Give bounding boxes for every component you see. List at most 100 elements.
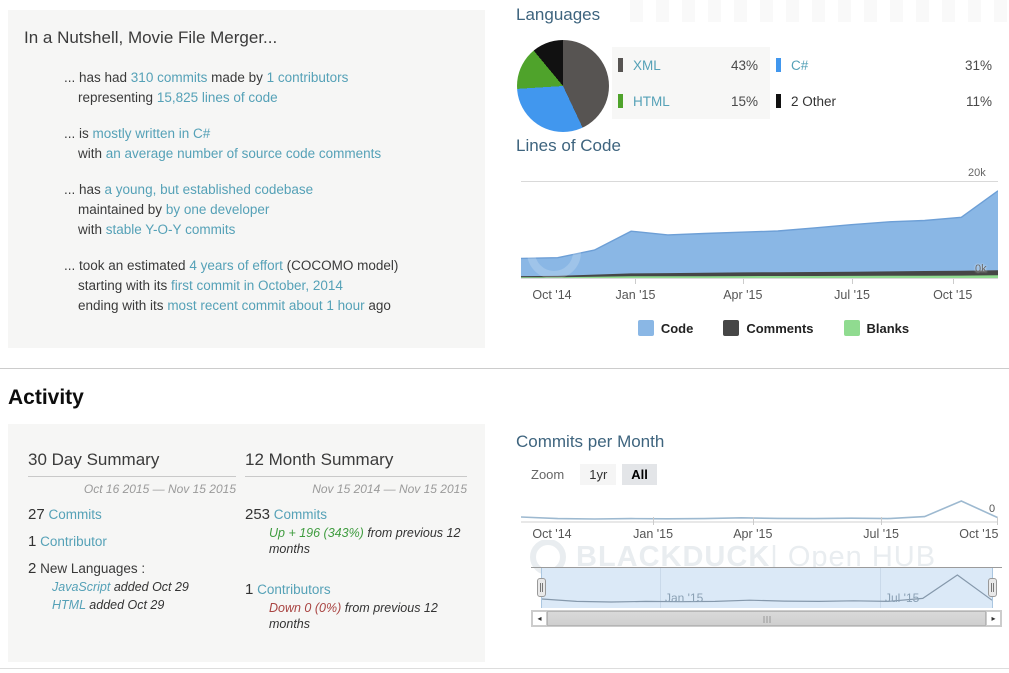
text: ... took an estimated (64, 258, 190, 273)
commits-line-svg (520, 500, 999, 523)
fact-effort: ... took an estimated 4 years of effort … (64, 256, 485, 316)
axis-tick (997, 517, 999, 525)
html-link[interactable]: HTML (52, 598, 86, 612)
legend-item-xml: XML 43% (612, 47, 770, 83)
contributor-30d-link[interactable]: Contributor (40, 534, 107, 549)
x-axis-label: Oct '15 (959, 527, 999, 541)
text: ... is (64, 126, 93, 141)
entry-30d-contributors: 1 Contributor (28, 533, 236, 550)
new-language-label: New Languages : (40, 561, 146, 576)
entry-12m-commits: 253 Commits (245, 506, 467, 523)
x-axis-label: Oct '15 (933, 288, 973, 302)
text: made by (207, 70, 267, 85)
axis-tick (653, 517, 655, 525)
text: ... has (64, 182, 105, 197)
commits-12m-link[interactable]: Commits (273, 507, 328, 522)
commits-delta-note: Up + 196 (343%) from previous 12 months (269, 525, 467, 557)
first-commit-link[interactable]: first commit in October, 2014 (171, 278, 343, 293)
navigator-scrollbar[interactable]: ◂ ▸ (531, 610, 1002, 627)
navigator-right-handle[interactable] (988, 578, 997, 597)
navigator-left-handle[interactable] (537, 578, 546, 597)
lines-of-code-chart (521, 179, 998, 279)
entry-new-languages: 2 New Languages : (28, 560, 236, 577)
axis-tick (952, 279, 954, 284)
axis-tick (881, 517, 883, 525)
codebase-age-link[interactable]: a young, but established codebase (104, 182, 314, 197)
axis-tick (852, 279, 854, 284)
team-size-link[interactable]: by one developer (165, 202, 270, 217)
contributor-count: 1 (28, 533, 37, 550)
lines-of-code-link[interactable]: 15,825 lines of code (156, 90, 278, 105)
xml-swatch-icon (618, 58, 623, 72)
text: ... has had (64, 70, 131, 85)
text: ago (364, 298, 391, 313)
decorative-pattern (630, 0, 1009, 22)
new-language-1: JavaScript added Oct 29 (52, 579, 236, 595)
scroll-right-button[interactable]: ▸ (986, 611, 1001, 626)
languages-heading: Languages (516, 5, 601, 24)
zoom-1yr-button[interactable]: 1yr (580, 464, 617, 485)
contributors-12m-link[interactable]: Contributors (257, 582, 331, 597)
scrollbar-grip-icon (763, 616, 770, 623)
csharp-language-link[interactable]: C# (791, 57, 809, 73)
javascript-link[interactable]: JavaScript (52, 580, 111, 594)
fact-commits: ... has had 310 commits made by 1 contri… (64, 68, 485, 108)
loc-legend: Code Comments Blanks (521, 320, 998, 336)
contributors-delta-note: Down 0 (0%) from previous 12 months (269, 600, 467, 632)
x-axis-label: Jan '15 (615, 288, 656, 302)
html-swatch-icon (618, 94, 623, 108)
html-language-link[interactable]: HTML (633, 93, 670, 109)
entry-12m-contributors: 1 Contributors (245, 581, 467, 598)
new-language-2: HTML added Oct 29 (52, 597, 236, 613)
code-label: Code (660, 320, 694, 336)
lines-of-code-heading: Lines of Code (516, 136, 621, 155)
summary-30day: 30 Day Summary Oct 16 2015 — Nov 15 2015… (28, 450, 236, 613)
contributors-link[interactable]: 1 contributors (266, 70, 349, 85)
fact-codebase: ... has a young, but established codebas… (64, 180, 485, 240)
xml-language-link[interactable]: XML (633, 57, 661, 73)
legend-blanks: Blanks (843, 320, 909, 336)
other-percent: 11% (965, 93, 992, 109)
text: (COCOMO model) (282, 258, 399, 273)
text: ending with its (78, 298, 168, 313)
commits-delta-up: Up + 196 (343%) (269, 526, 364, 540)
summary-12month: 12 Month Summary Nov 15 2014 — Nov 15 20… (245, 450, 467, 632)
text: maintained by (78, 202, 166, 217)
navigator-label-jan: Jan '15 (665, 591, 704, 605)
html-percent: 15% (730, 93, 758, 109)
commits-link[interactable]: 310 commits (130, 70, 208, 85)
text: with (78, 146, 106, 161)
zoom-label: Zoom (531, 467, 565, 482)
comments-label: Comments (746, 320, 814, 336)
comments-ratio-link[interactable]: an average number of source code comment… (105, 146, 382, 161)
commits-count: 27 (28, 506, 45, 523)
commits-line-chart (520, 495, 999, 525)
zoom-controls: Zoom 1yr All (531, 464, 663, 485)
commits-30d-link[interactable]: Commits (48, 507, 102, 522)
languages-pie-chart (517, 40, 609, 132)
text: starting with its (78, 278, 172, 293)
loc-ymin-label: 0k (975, 263, 987, 275)
scrollbar-thumb[interactable] (547, 611, 986, 626)
navigator-gridline-jul (880, 568, 881, 608)
range-navigator[interactable]: Jan '15 Jul '15 (537, 568, 997, 608)
text: with (78, 222, 106, 237)
legend-item-csharp: C# 31% (770, 47, 1004, 83)
blanks-swatch-icon (843, 320, 860, 336)
added-note: added Oct 29 (85, 598, 165, 612)
commits-axis-ticks (521, 517, 999, 525)
x-axis-label: Apr '15 (733, 527, 773, 541)
watermark-ring-icon (527, 225, 581, 279)
entry-30d-commits: 27 Commits (28, 506, 236, 523)
scroll-left-button[interactable]: ◂ (532, 611, 547, 626)
main-language-link[interactable]: mostly written in C# (92, 126, 211, 141)
loc-ymax-label: 20k (968, 167, 986, 179)
x-axis-label: Jan '15 (633, 527, 674, 541)
effort-estimate-link[interactable]: 4 years of effort (189, 258, 283, 273)
navigator-label-jul: Jul '15 (885, 591, 920, 605)
yoy-commits-link[interactable]: stable Y-O-Y commits (105, 222, 236, 237)
fact-language: ... is mostly written in C# with an aver… (64, 124, 485, 164)
commits-x-labels: Oct '14 Jan '15 Apr '15 Jul '15 Oct '15 (521, 527, 998, 541)
zoom-all-button[interactable]: All (622, 464, 657, 485)
recent-commit-link[interactable]: most recent commit about 1 hour (167, 298, 365, 313)
